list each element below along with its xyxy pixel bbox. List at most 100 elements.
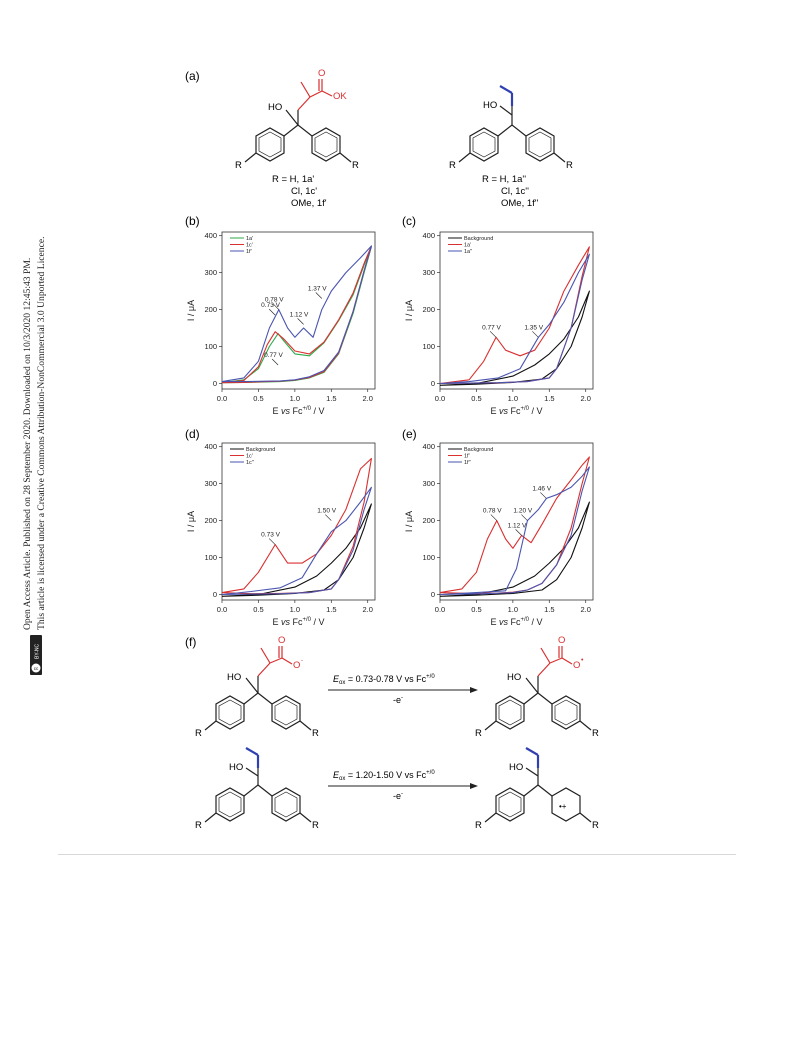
- peak-annotation: 0.77 V: [482, 324, 501, 331]
- atom-ok: OK: [333, 91, 347, 102]
- atom-r-left-1: R: [235, 160, 242, 171]
- x-tick-label: 0.5: [471, 605, 481, 614]
- x-tick-label: 0.0: [435, 605, 445, 614]
- y-axis-label: I / μA: [404, 511, 414, 532]
- electron-text-1: -e: [393, 695, 401, 705]
- atom-r-left-2: R: [352, 160, 359, 171]
- plot-frame: [221, 231, 376, 390]
- scheme-r-2a: R: [475, 728, 482, 739]
- eox-label-2: Eox = 1.20-1.50 V vs Fc+/0: [333, 770, 435, 782]
- annotation-arrow: [490, 514, 498, 521]
- x-tick-label: 1.0: [508, 394, 518, 403]
- x-tick-label: 1.5: [326, 605, 336, 614]
- y-tick-label: 100: [204, 342, 217, 351]
- x-tick-label: 0.5: [253, 605, 263, 614]
- cc-badge-text: BY-NC: [35, 644, 41, 659]
- x-tick-label: 0.0: [217, 394, 227, 403]
- x-tick-label: 1.0: [290, 605, 300, 614]
- x-tick-label: 2.0: [580, 394, 590, 403]
- cc-badge-svg: cc BY-NC: [31, 644, 41, 673]
- electron-text-2: -e: [393, 791, 401, 801]
- peak-annotation: 1.20 V: [513, 508, 532, 515]
- y-tick-label: 300: [204, 268, 217, 277]
- scheme-atom-o-2: O: [558, 635, 565, 646]
- annotation-arrow: [515, 529, 522, 536]
- peak-annotation: 0.73 V: [261, 302, 280, 309]
- annotation-arrow: [540, 492, 547, 499]
- cc-license-badge[interactable]: cc BY-NC: [30, 635, 42, 675]
- scheme-r-4a: R: [475, 820, 482, 831]
- annotation-arrow: [297, 318, 304, 325]
- y-axis-label: I / μA: [186, 511, 196, 532]
- chart-panel-d: 0.0 0.5 1.0 1.5 2.0 0 100 200 300 400 E vs Fc+/0 /…: [186, 442, 376, 627]
- annotation-arrow: [532, 331, 539, 338]
- eox-rest-2: = 1.20-1.50 V vs Fc: [345, 770, 426, 780]
- scheme-reactant-carboxylate: [204, 646, 312, 731]
- y-tick-label: 400: [422, 442, 435, 451]
- scheme-radical-dot: •: [581, 657, 584, 664]
- y-tick-label: 300: [422, 479, 435, 488]
- y-tick-label: 100: [204, 553, 217, 562]
- y-tick-label: 400: [422, 231, 435, 240]
- legend-entry: 1a'': [464, 249, 472, 255]
- electron-loss-2: -e-: [393, 791, 403, 801]
- y-tick-label: 100: [422, 553, 435, 562]
- x-tick-label: 1.5: [544, 605, 554, 614]
- license-sidebar: Open Access Article. Published on 28 Sep…: [0, 0, 60, 1039]
- plot-frame: [439, 231, 594, 390]
- label-1c-dprime: Cl, 1c'': [501, 186, 529, 197]
- x-axis-label: E vs Fc+/0 / V: [490, 406, 542, 416]
- scheme-r-1a: R: [195, 728, 202, 739]
- peak-annotation: 0.78 V: [265, 297, 284, 304]
- x-tick-label: 2.0: [362, 605, 372, 614]
- legend-entry: 1c': [246, 243, 253, 249]
- annotation-arrow: [315, 292, 323, 299]
- series-line: [439, 501, 590, 597]
- eox-sub-1: ox: [339, 680, 345, 686]
- scheme-atom-odot: O: [573, 660, 580, 671]
- y-tick-label: 200: [422, 516, 435, 525]
- page-divider: [58, 854, 736, 855]
- peak-annotation: 1.35 V: [524, 324, 543, 331]
- label-1f-dprime: OMe, 1f'': [501, 198, 539, 209]
- eox-label-1: Eox = 0.73-0.78 V vs Fc+/0: [333, 674, 435, 686]
- eox-e-1: E: [333, 674, 340, 684]
- legend-entry: 1a': [246, 236, 253, 242]
- legend-entry: Background: [246, 447, 275, 453]
- peak-annotation: 0.73 V: [261, 532, 280, 539]
- annotation-arrow: [268, 538, 276, 545]
- x-tick-label: 1.5: [326, 394, 336, 403]
- scheme-reactant-alkyl: [204, 747, 312, 823]
- y-tick-label: 400: [204, 442, 217, 451]
- peak-annotation: 0.77 V: [264, 352, 283, 359]
- y-tick-label: 400: [204, 231, 217, 240]
- series-line: [221, 486, 372, 596]
- peak-annotation: 1.12 V: [290, 311, 309, 318]
- label-1f-prime: OMe, 1f': [291, 198, 327, 209]
- scheme-r-4b: R: [592, 820, 599, 831]
- x-tick-label: 0.0: [217, 605, 227, 614]
- scheme-product-carboxyl-radical: [484, 646, 592, 731]
- chart-panel-b: 0.0 0.5 1.0 1.5 2.0 0 100 200 300 400 E vs Fc+/0 /…: [186, 231, 376, 416]
- y-tick-label: 300: [422, 268, 435, 277]
- x-axis-label: E vs Fc+/0 / V: [490, 617, 542, 627]
- legend-entry: 1f': [464, 454, 470, 460]
- electron-sup-2: -: [401, 791, 403, 797]
- x-tick-label: 2.0: [580, 605, 590, 614]
- scheme-atom-o-1: O: [278, 635, 285, 646]
- y-tick-label: 0: [431, 379, 435, 388]
- y-axis-label: I / μA: [404, 300, 414, 321]
- legend-entry: Background: [464, 447, 493, 453]
- cc-circle-icon: [31, 663, 41, 673]
- scheme-ho-2: HO: [507, 672, 521, 683]
- x-tick-label: 1.0: [290, 394, 300, 403]
- atom-ho-right: HO: [483, 100, 497, 111]
- y-tick-label: 0: [213, 590, 217, 599]
- x-tick-label: 0.5: [471, 394, 481, 403]
- panel-label-f: (f): [185, 635, 196, 649]
- eox-sup-1: +/0: [426, 674, 435, 680]
- x-tick-label: 2.0: [362, 394, 372, 403]
- x-tick-label: 0.0: [435, 394, 445, 403]
- y-tick-label: 0: [431, 590, 435, 599]
- arrow-head-1: [470, 687, 478, 693]
